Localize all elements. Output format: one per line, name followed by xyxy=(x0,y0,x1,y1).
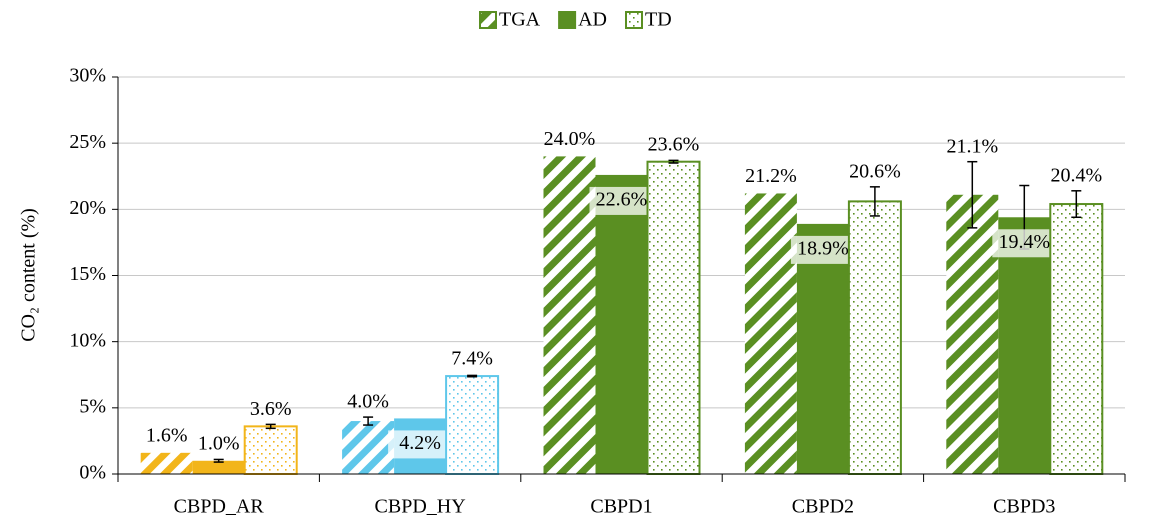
x-tick-label: CBPD_HY xyxy=(375,496,466,518)
bar xyxy=(796,223,849,474)
x-tick-label: CBPD2 xyxy=(792,496,854,518)
legend-swatch xyxy=(479,11,497,29)
bar xyxy=(140,452,193,474)
value-label: 24.0% xyxy=(544,128,596,150)
y-tick-label: 25% xyxy=(69,131,106,153)
y-tick-label: 0% xyxy=(79,462,106,484)
bar xyxy=(342,421,395,474)
value-label: 19.4% xyxy=(998,231,1050,253)
value-label: 21.2% xyxy=(745,165,797,187)
value-label: 4.2% xyxy=(399,432,441,454)
label-background xyxy=(992,229,1057,258)
error-bar xyxy=(467,374,478,378)
value-label: 23.6% xyxy=(648,133,700,155)
x-tick-label: CBPD1 xyxy=(590,496,652,518)
bar xyxy=(595,174,648,474)
y-tick-label: 10% xyxy=(69,329,106,351)
value-label: 21.1% xyxy=(946,135,998,157)
bar xyxy=(998,217,1051,475)
bar xyxy=(445,375,500,475)
legend-swatch xyxy=(625,11,643,29)
bar xyxy=(646,160,701,475)
bar xyxy=(847,200,902,475)
error-bar xyxy=(1071,190,1082,219)
error-bar xyxy=(967,160,978,229)
label-background xyxy=(589,186,654,215)
x-tick-label: CBPD_AR xyxy=(174,496,265,518)
bar xyxy=(243,425,298,475)
error-bar xyxy=(869,186,880,217)
value-label: 4.0% xyxy=(347,391,389,413)
value-label: 1.0% xyxy=(198,432,240,454)
x-tick-label: CBPD3 xyxy=(993,496,1055,518)
error-bar xyxy=(668,159,679,164)
y-tick-label: 15% xyxy=(69,263,106,285)
legend-swatch xyxy=(558,11,577,29)
value-label: 22.6% xyxy=(596,189,648,211)
error-bar xyxy=(213,458,224,463)
bar xyxy=(744,193,797,474)
y-tick-label: 20% xyxy=(69,197,106,219)
bar xyxy=(543,156,596,474)
label-background xyxy=(388,430,453,459)
bar xyxy=(946,194,999,474)
error-bar xyxy=(363,416,374,426)
y-axis-label: CO₂ content (%) xyxy=(18,208,40,342)
legend-label: TGA xyxy=(499,9,541,31)
value-label: 20.4% xyxy=(1050,164,1102,186)
value-label: 18.9% xyxy=(797,237,849,259)
label-background xyxy=(790,235,855,264)
y-tick-label: 30% xyxy=(69,65,106,87)
value-label: 3.6% xyxy=(250,398,292,420)
bar xyxy=(192,460,245,474)
value-label: 7.4% xyxy=(451,348,493,370)
value-label: 1.6% xyxy=(146,424,188,446)
bar xyxy=(1049,203,1104,475)
value-label: 20.6% xyxy=(849,160,901,182)
legend-label: AD xyxy=(578,9,607,31)
legend-label: TD xyxy=(645,9,672,31)
y-tick-label: 5% xyxy=(79,395,106,417)
error-bar xyxy=(265,423,276,430)
